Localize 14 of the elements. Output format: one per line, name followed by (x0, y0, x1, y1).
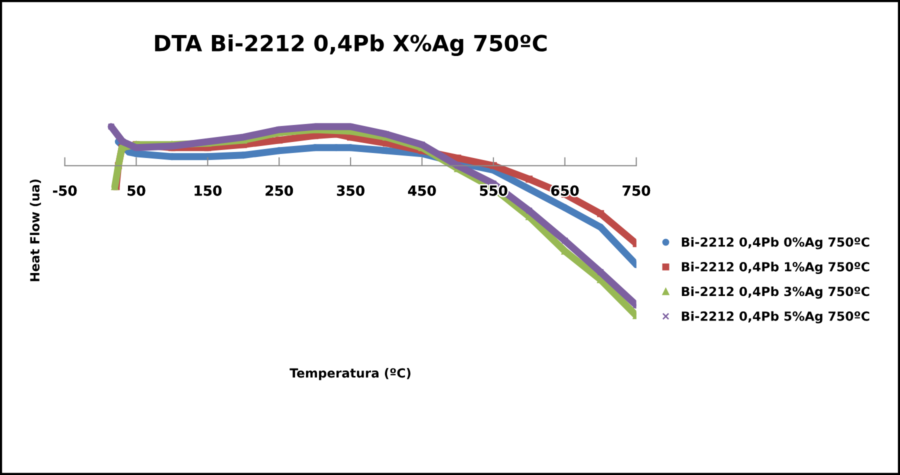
chart-title: DTA Bi-2212 0,4Pb X%Ag 750ºC (155, 34, 547, 56)
x-tick-label: 50 (128, 185, 146, 196)
legend-label: Bi-2212 0,4Pb 0%Ag 750ºC (682, 237, 870, 250)
legend-label: Bi-2212 0,4Pb 3%Ag 750ºC (682, 286, 870, 299)
legend-label: Bi-2212 0,4Pb 5%Ag 750ºC (682, 311, 870, 324)
x-tick-label: -50 (53, 185, 77, 196)
x-tick-label: 750 (622, 185, 650, 196)
x-tick-label: 150 (194, 185, 222, 196)
x-tick-label: 350 (336, 185, 364, 196)
y-axis-title: Heat Flow (ua) (30, 180, 41, 282)
x-tick-label: 450 (408, 185, 436, 196)
x-axis-title: Temperatura (ºC) (290, 368, 410, 380)
x-tick-label: 250 (266, 185, 293, 196)
legend-label: Bi-2212 0,4Pb 1%Ag 750ºC (682, 262, 870, 274)
